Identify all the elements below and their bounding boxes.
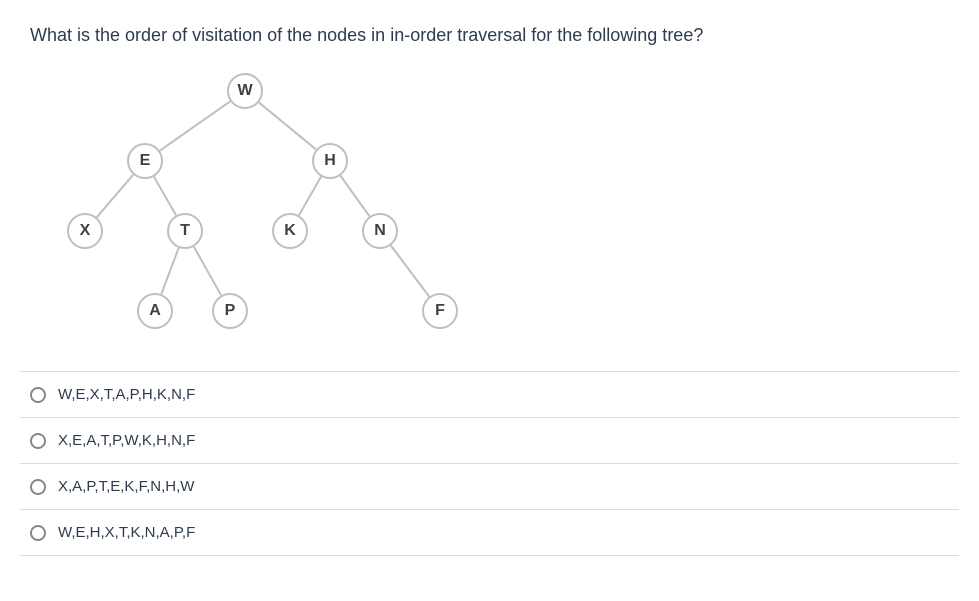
tree-node-W: W [227, 73, 263, 109]
tree-node-K: K [272, 213, 308, 249]
tree-node-P: P [212, 293, 248, 329]
tree-diagram: W E H X T K N A P F [50, 71, 550, 351]
tree-edges [50, 71, 550, 351]
tree-node-E: E [127, 143, 163, 179]
question-text: What is the order of visitation of the n… [20, 20, 959, 51]
tree-edge [391, 245, 429, 296]
tree-node-A: A [137, 293, 173, 329]
answer-option-2[interactable]: X,A,P,T,E,K,F,N,H,W [20, 464, 959, 510]
quiz-container: What is the order of visitation of the n… [20, 20, 959, 556]
tree-edge [154, 177, 176, 216]
answer-label: X,E,A,T,P,W,K,H,N,F [58, 432, 195, 449]
tree-node-F: F [422, 293, 458, 329]
answer-option-0[interactable]: W,E,X,T,A,P,H,K,N,F [20, 372, 959, 418]
answer-label: X,A,P,T,E,K,F,N,H,W [58, 478, 194, 495]
answer-label: W,E,X,T,A,P,H,K,N,F [58, 386, 195, 403]
tree-edge [97, 175, 134, 218]
tree-edge [160, 101, 231, 150]
radio-icon[interactable] [30, 479, 46, 495]
radio-icon[interactable] [30, 387, 46, 403]
tree-edge [194, 247, 221, 296]
tree-edge [259, 102, 316, 149]
options-list: W,E,X,T,A,P,H,K,N,F X,E,A,T,P,W,K,H,N,F X,… [20, 371, 959, 556]
answer-label: W,E,H,X,T,K,N,A,P,F [58, 524, 195, 541]
tree-node-T: T [167, 213, 203, 249]
tree-edge [299, 177, 321, 216]
answer-option-1[interactable]: X,E,A,T,P,W,K,H,N,F [20, 418, 959, 464]
radio-icon[interactable] [30, 433, 46, 449]
tree-node-H: H [312, 143, 348, 179]
tree-edge [161, 248, 178, 294]
tree-edge [340, 176, 369, 217]
tree-node-N: N [362, 213, 398, 249]
tree-node-X: X [67, 213, 103, 249]
answer-option-3[interactable]: W,E,H,X,T,K,N,A,P,F [20, 510, 959, 556]
radio-icon[interactable] [30, 525, 46, 541]
